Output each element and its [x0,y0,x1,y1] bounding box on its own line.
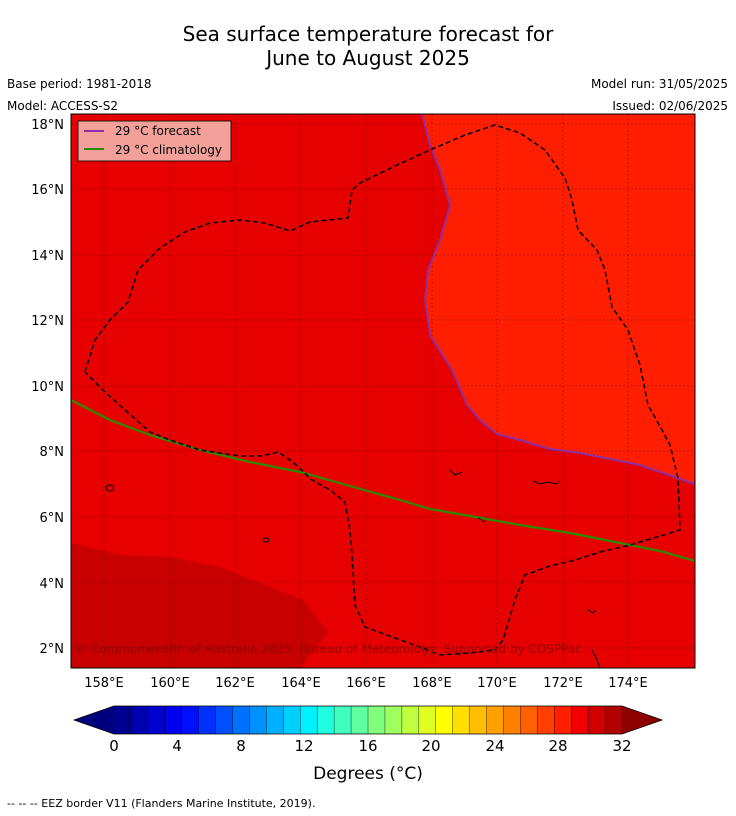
lon-tick-labels: 158°E 160°E 162°E 164°E 166°E 168°E 170°… [84,676,648,691]
lon-tick-162e: 162°E [215,676,255,691]
cb-tick-32: 32 [612,737,631,755]
cb-tick-20: 20 [421,737,440,755]
title-line-1: Sea surface temperature forecast for [182,22,554,46]
forecast-29c-contour [421,114,695,485]
lon-tick-160e: 160°E [150,676,190,691]
colorbar-segment [114,706,132,734]
colorbar-under-arrow [74,706,114,734]
lat-tick-18n: 18°N [31,118,64,133]
colorbar-segment [605,706,623,734]
colorbar-segment [401,706,420,734]
cb-tick-24: 24 [485,737,504,755]
sst-cool-region [71,543,328,668]
lat-tick-4n: 4°N [40,577,65,592]
colorbar-segment [266,706,284,734]
colorbar-segment [486,706,504,734]
colorbar-segment [469,706,488,734]
map-legend: 29 °C forecast 29 °C climatology [77,120,232,162]
colorbar-segment [452,706,471,734]
page-title: Sea surface temperature forecast for Jun… [0,22,736,70]
colorbar-segment [283,706,301,734]
colorbar-segment [215,706,234,734]
colorbar-segment [232,706,250,734]
colorbar-segment [435,706,454,734]
model-run: Model run: 31/05/2025 [590,77,728,91]
meta-left: Base period: 1981-2018 Model: ACCESS-S2 [7,77,152,121]
issued-date: Issued: 02/06/2025 [612,99,728,113]
gridlines [71,114,695,668]
colorbar-segment [418,706,437,734]
base-period: Base period: 1981-2018 [7,77,152,91]
colorbar-segment [351,706,369,734]
colorbar-outline [72,705,664,735]
copyright-text: © Commonwealth of Australia 2025, Bureau… [75,642,582,656]
map-area: © Commonwealth of Australia 2025, Bureau… [71,114,695,668]
colorbar-segment [147,706,166,734]
lon-tick-168e: 168°E [412,676,452,691]
colorbar-segment [334,706,352,734]
colorbar-segment [198,706,217,734]
eez-border [84,124,681,656]
lat-tick-6n: 6°N [40,511,65,526]
islands [105,469,601,668]
colorbar-segment [368,706,386,734]
climatology-29c-contour [71,399,695,563]
map-frame [70,113,696,669]
colorbar-segment [181,706,200,734]
title-line-2: June to August 2025 [266,46,470,70]
lon-tick-170e: 170°E [477,676,517,691]
colorbar-label: Degrees (°C) [313,764,423,784]
lat-tick-10n: 10°N [31,380,64,395]
cb-tick-0: 0 [109,737,119,755]
cb-tick-8: 8 [236,737,246,755]
cb-tick-16: 16 [358,737,377,755]
lon-tick-172e: 172°E [543,676,583,691]
cb-tick-12: 12 [294,737,313,755]
lon-tick-164e: 164°E [281,676,321,691]
eez-footer-note: -- -- -- EEZ border V11 (Flanders Marine… [7,797,316,810]
sst-warm-region [422,114,695,484]
legend-climatology-label: 29 °C climatology [115,143,222,157]
colorbar-segment [537,706,555,734]
colorbar-segment [588,706,606,734]
colorbar-segment [571,706,589,734]
lat-tick-labels: 2°N 4°N 6°N 8°N 10°N 12°N 14°N 16°N 18°N [31,118,64,657]
colorbar-segment [249,706,267,734]
meta-right: Model run: 31/05/2025 Issued: 02/06/2025 [591,77,728,121]
lat-tick-16n: 16°N [31,183,64,198]
lat-tick-2n: 2°N [40,642,65,657]
lat-tick-12n: 12°N [31,314,64,329]
model-name: Model: ACCESS-S2 [7,99,119,113]
lon-tick-158e: 158°E [84,676,124,691]
colorbar-over-arrow [622,706,662,734]
cb-tick-28: 28 [548,737,567,755]
colorbar-segment [317,706,335,734]
colorbar [72,705,664,735]
lat-tick-8n: 8°N [40,445,65,460]
lon-tick-166e: 166°E [346,676,386,691]
lon-tick-174e: 174°E [608,676,648,691]
colorbar-tick-labels: 0 4 8 12 16 20 24 28 32 [109,737,631,755]
cb-tick-4: 4 [172,737,182,755]
colorbar-segment [520,706,538,734]
colorbar-segment [300,706,318,734]
colorbar-segment [554,706,572,734]
colorbar-segment [164,706,183,734]
colorbar-segment [384,706,403,734]
colorbar-segment [130,706,149,734]
lat-tick-14n: 14°N [31,249,64,264]
legend-forecast-label: 29 °C forecast [115,124,201,138]
colorbar-segment [503,706,521,734]
